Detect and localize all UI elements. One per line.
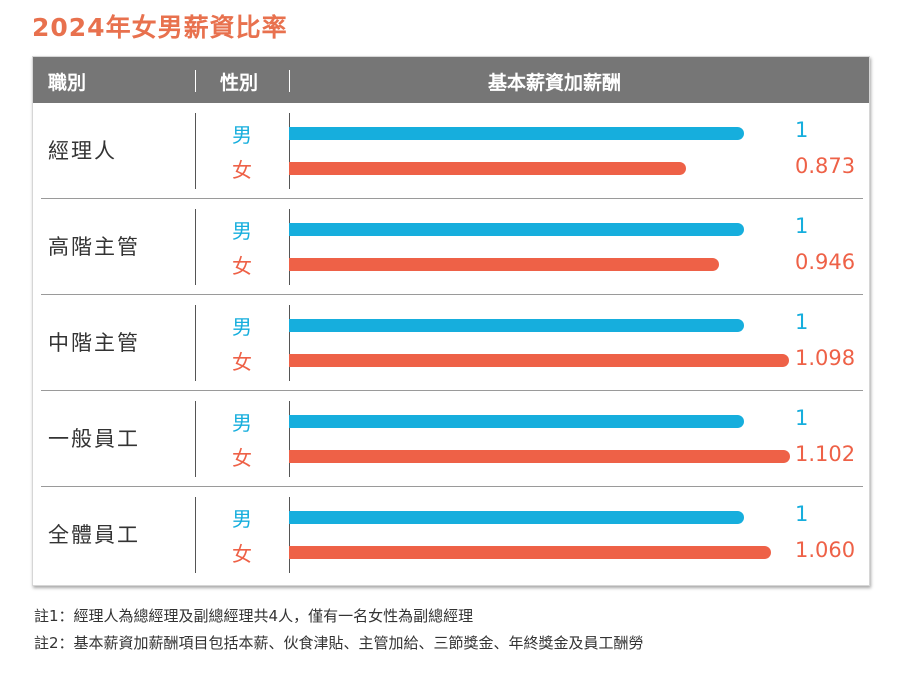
column-divider xyxy=(289,209,290,285)
footnote-1: 註1：經理人為總經理及副總經理共4人，僅有一名女性為副總經理 xyxy=(34,607,474,625)
bar-male xyxy=(289,223,744,236)
gender-label-male: 男 xyxy=(232,411,252,435)
chart-title: 2024年女男薪資比率 xyxy=(32,13,288,42)
column-divider xyxy=(289,305,290,381)
gender-label-male: 男 xyxy=(232,219,252,243)
value-label-male: 1 xyxy=(795,502,809,526)
column-divider xyxy=(289,401,290,477)
gender-label-male: 男 xyxy=(232,123,252,147)
bar-male xyxy=(289,511,744,524)
value-label-female: 0.873 xyxy=(795,154,856,178)
row-divider xyxy=(41,486,863,487)
bar-female xyxy=(289,162,686,175)
table-row: 全體員工 男女 1 1.060 xyxy=(33,487,869,583)
row-divider xyxy=(41,198,863,199)
column-divider xyxy=(195,113,196,189)
column-divider xyxy=(195,209,196,285)
gender-label-female: 女 xyxy=(232,254,252,278)
gender-label-female: 女 xyxy=(232,350,252,374)
value-label-female: 1.098 xyxy=(795,346,856,370)
column-divider xyxy=(195,401,196,477)
chart-table: 職別 性別 基本薪資加薪酬 經理人男女 1 0.873 高階主管男女 1 0.946 中階主… xyxy=(32,56,870,586)
column-divider xyxy=(195,497,196,573)
header-separator xyxy=(289,70,290,92)
gender-label-male: 男 xyxy=(232,507,252,531)
gender-label-male: 男 xyxy=(232,315,252,339)
role-label: 中階主管 xyxy=(48,331,140,355)
table-row: 高階主管 男女 1 0.946 xyxy=(33,199,869,295)
header-pay: 基本薪資加薪酬 xyxy=(488,72,622,94)
bar-male xyxy=(289,319,744,332)
bar-female xyxy=(289,450,790,463)
table-header: 職別 性別 基本薪資加薪酬 xyxy=(33,57,869,103)
value-label-female: 1.060 xyxy=(795,538,856,562)
gender-label-female: 女 xyxy=(232,542,252,566)
role-label: 經理人 xyxy=(48,139,117,163)
role-label: 一般員工 xyxy=(48,427,140,451)
gender-label-female: 女 xyxy=(232,158,252,182)
bar-female xyxy=(289,546,771,559)
column-divider xyxy=(289,113,290,189)
header-separator xyxy=(195,70,196,92)
value-label-male: 1 xyxy=(795,214,809,238)
value-label-female: 1.102 xyxy=(795,442,856,466)
bar-male xyxy=(289,127,744,140)
header-role: 職別 xyxy=(48,72,87,94)
value-label-male: 1 xyxy=(795,310,809,334)
gender-label-female: 女 xyxy=(232,446,252,470)
footnote-2: 註2：基本薪資加薪酬項目包括本薪、伙食津貼、主管加給、三節獎金、年終獎金及員工酬… xyxy=(34,634,644,652)
table-row: 一般員工 男女 1 1.102 xyxy=(33,391,869,487)
bar-female xyxy=(289,258,719,271)
value-label-female: 0.946 xyxy=(795,250,856,274)
role-label: 高階主管 xyxy=(48,235,140,259)
bar-female xyxy=(289,354,789,367)
bar-male xyxy=(289,415,744,428)
column-divider xyxy=(195,305,196,381)
value-label-male: 1 xyxy=(795,118,809,142)
role-label: 全體員工 xyxy=(48,523,140,547)
value-label-male: 1 xyxy=(795,406,809,430)
row-divider xyxy=(41,390,863,391)
table-row: 經理人 男女 1 0.873 xyxy=(33,103,869,199)
header-gender: 性別 xyxy=(220,72,259,94)
table-row: 中階主管 男女 1 1.098 xyxy=(33,295,869,391)
row-divider xyxy=(41,294,863,295)
column-divider xyxy=(289,497,290,573)
